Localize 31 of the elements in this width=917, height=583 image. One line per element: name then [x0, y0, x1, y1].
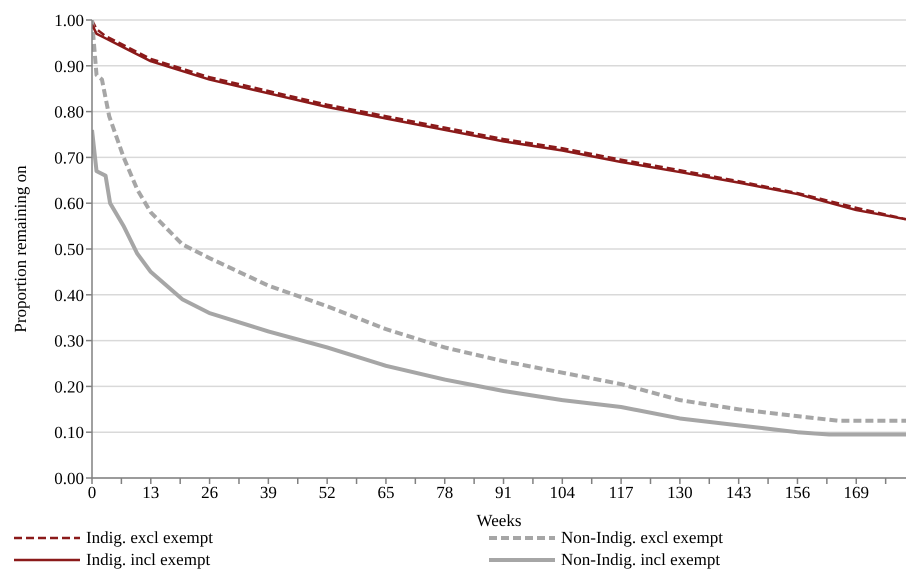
x-tick-label: 130	[667, 483, 693, 502]
x-tick-label: 0	[88, 483, 96, 502]
y-tick-label: 0.80	[54, 102, 84, 122]
y-tick-label: 0.10	[54, 423, 84, 442]
y-tick-label: 0.50	[54, 240, 84, 260]
x-tick-label: 65	[377, 483, 394, 502]
x-tick-label: 91	[495, 483, 512, 502]
y-tick-label: 0.60	[54, 194, 84, 214]
y-tick-label: 0.30	[54, 332, 84, 351]
x-tick-label: 117	[608, 483, 634, 502]
legend-label: Non-Indig. excl exempt	[561, 528, 723, 548]
legend-label: Indig. incl exempt	[86, 550, 210, 570]
y-tick-label: 0.40	[54, 286, 84, 305]
x-tick-label: 52	[318, 483, 336, 502]
x-tick-label: 143	[726, 483, 752, 502]
y-tick-label: 0.90	[54, 56, 84, 76]
x-tick-label: 26	[201, 483, 218, 502]
x-tick-label: 169	[844, 483, 870, 502]
y-tick-label: 0.20	[54, 377, 84, 396]
x-tick-label: 156	[784, 483, 810, 502]
legend-label: Non-Indig. incl exempt	[561, 550, 720, 570]
x-tick-label: 104	[550, 483, 576, 502]
x-axis-title: Weeks	[476, 511, 522, 530]
legend-label: Indig. excl exempt	[86, 528, 213, 548]
y-axis-title: Proportion remaining on	[11, 164, 30, 333]
y-tick-label: 1.00	[54, 11, 84, 30]
y-tick-label: 0.00	[54, 469, 84, 488]
x-tick-label: 13	[142, 483, 160, 502]
x-tick-label: 39	[260, 483, 277, 502]
x-tick-label: 78	[436, 483, 454, 502]
y-tick-label: 0.70	[54, 148, 84, 168]
